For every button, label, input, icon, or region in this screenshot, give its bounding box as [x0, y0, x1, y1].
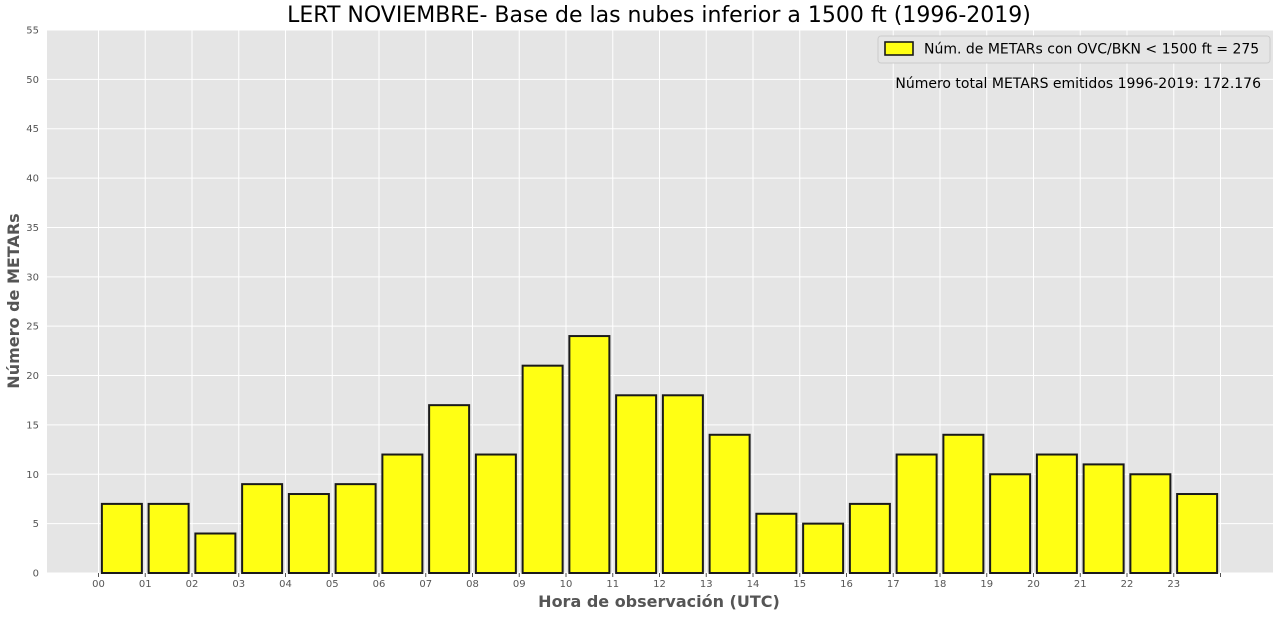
y-tick-label: 30 — [26, 272, 39, 283]
y-tick-label: 40 — [26, 174, 39, 185]
bar-08 — [474, 453, 517, 575]
x-tick-label: 03 — [232, 579, 245, 590]
bar-23 — [1176, 493, 1219, 575]
bar-03 — [241, 483, 284, 574]
bar-06 — [381, 453, 424, 575]
x-tick-label: 17 — [887, 579, 900, 590]
x-tick-label: 12 — [653, 579, 666, 590]
y-tick-label: 50 — [26, 75, 39, 86]
bar-12 — [661, 394, 704, 575]
grid-lines — [47, 29, 1273, 574]
legend-swatch — [884, 41, 914, 56]
x-axis-label: Hora de observación (UTC) — [538, 592, 780, 611]
x-tick-label: 07 — [419, 579, 432, 590]
bar-19 — [989, 473, 1032, 575]
x-tick-label: 19 — [980, 579, 993, 590]
x-tick-label: 02 — [186, 579, 199, 590]
y-tick-label: 5 — [33, 519, 39, 530]
y-tick-label: 35 — [26, 223, 39, 234]
x-tick-label: 20 — [1027, 579, 1040, 590]
bar-22 — [1129, 473, 1172, 575]
y-tick-label: 55 — [26, 26, 39, 37]
legend-box — [877, 35, 1271, 64]
bar-10 — [568, 335, 611, 574]
y-tick-label: 0 — [33, 569, 39, 580]
bar-04 — [287, 493, 330, 575]
x-tick-label: 11 — [606, 579, 619, 590]
bar-17 — [895, 453, 938, 575]
x-tick-label: 16 — [840, 579, 853, 590]
x-tick-label: 08 — [466, 579, 479, 590]
bar-09 — [521, 364, 564, 574]
bar-01 — [147, 502, 190, 574]
bar-07 — [428, 404, 471, 574]
y-axis-label: Número de METARs — [4, 213, 23, 388]
x-tick-label: 13 — [700, 579, 713, 590]
x-tick-label: 14 — [747, 579, 760, 590]
y-axis-ticks: 0 5 10 15 20 25 30 35 40 45 50 55 — [26, 26, 39, 580]
legend: Núm. de METARs con OVC/BKN < 1500 ft = 2… — [877, 35, 1271, 64]
x-tick-label: 09 — [513, 579, 526, 590]
y-tick-label: 45 — [26, 124, 39, 135]
y-tick-label: 10 — [26, 470, 39, 481]
x-tick-label: 05 — [326, 579, 339, 590]
bars — [100, 335, 1219, 575]
legend-entry-label: Núm. de METARs con OVC/BKN < 1500 ft = 2… — [924, 42, 1259, 58]
x-tick-label: 04 — [279, 579, 292, 590]
bar-02 — [194, 532, 237, 575]
bar-16 — [848, 502, 891, 574]
x-tick-label: 10 — [560, 579, 573, 590]
x-tick-label: 01 — [139, 579, 152, 590]
bar-18 — [942, 433, 985, 575]
y-tick-label: 25 — [26, 322, 39, 333]
x-tick-label: 18 — [934, 579, 947, 590]
bar-14 — [755, 512, 798, 574]
bar-00 — [100, 502, 143, 574]
bar-15 — [802, 522, 845, 574]
y-tick-label: 20 — [26, 371, 39, 382]
x-tick-label: 23 — [1167, 579, 1180, 590]
x-tick-label: 21 — [1074, 579, 1087, 590]
bar-05 — [334, 483, 377, 574]
x-tick-label: 22 — [1121, 579, 1134, 590]
chart-title: LERT NOVIEMBRE- Base de las nubes inferi… — [287, 3, 1031, 28]
bar-21 — [1082, 463, 1125, 574]
x-axis-ticks: 00 01 02 03 04 05 06 07 08 09 10 11 12 13 14 15 16 17 18 19… — [92, 573, 1221, 590]
y-tick-label: 15 — [26, 420, 39, 431]
bar-13 — [708, 433, 751, 575]
total-metars-annotation: Número total METARS emitidos 1996-2019: … — [895, 76, 1261, 92]
bar-11 — [615, 394, 658, 575]
x-tick-label: 06 — [373, 579, 386, 590]
x-tick-label: 15 — [793, 579, 806, 590]
x-tick-label: 00 — [92, 579, 105, 590]
bar-20 — [1035, 453, 1078, 575]
